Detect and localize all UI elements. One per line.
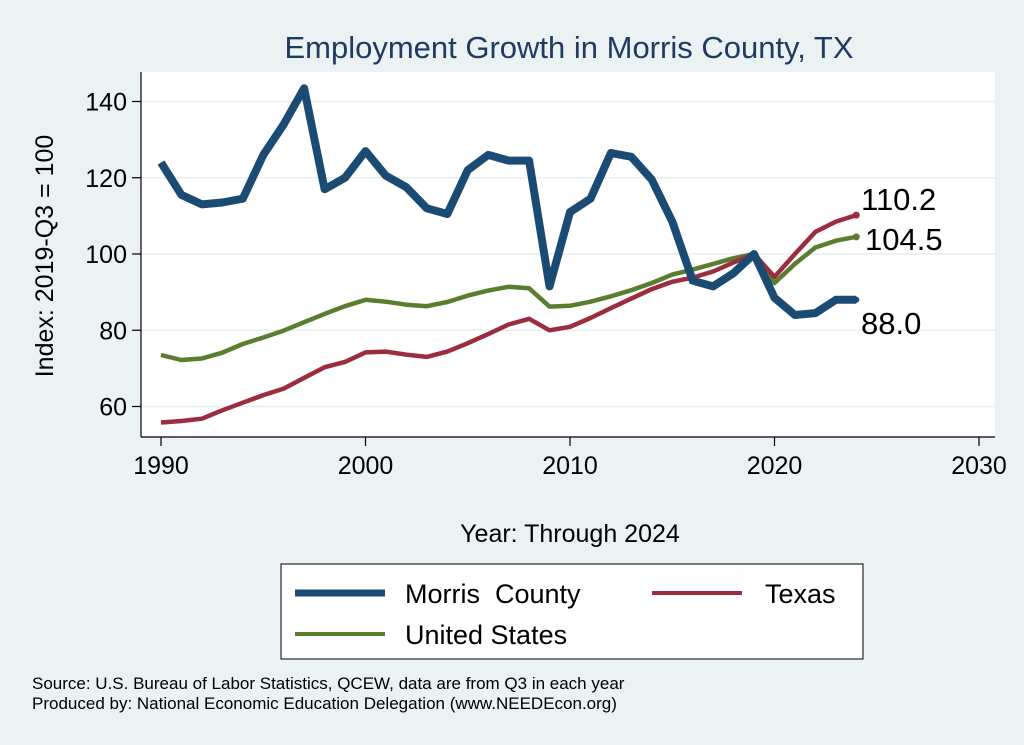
series-line-united-states: [160, 234, 857, 363]
end-label-morris-county: 88.0: [861, 306, 921, 341]
y-tick-label-80: 80: [99, 317, 127, 345]
series-line-texas: [160, 212, 857, 425]
x-axis-ticks: 1990 2000 2010 2020 2030: [133, 437, 1007, 480]
legend-label-united-states: United States: [405, 620, 567, 650]
series-lines: [157, 84, 860, 425]
produced-by-line: Produced by: National Economic Education…: [32, 694, 617, 713]
y-tick-label-140: 140: [85, 89, 127, 117]
y-tick-label-100: 100: [85, 241, 127, 269]
x-tick-label-1990: 1990: [133, 452, 189, 480]
series-end-point-united-states: [852, 233, 860, 241]
legend-box: [280, 563, 864, 660]
source-line: Source: U.S. Bureau of Labor Statistics,…: [32, 674, 625, 693]
x-axis-title: Year: Through 2024: [460, 520, 680, 548]
legend-label-morris-county: Morris County: [405, 579, 581, 609]
x-tick-label-2000: 2000: [338, 452, 394, 480]
x-tick-label-2020: 2020: [747, 452, 803, 480]
end-label-texas: 110.2: [861, 182, 936, 217]
legend: Morris County Texas United States: [280, 563, 864, 660]
y-tick-label-120: 120: [85, 165, 127, 193]
series-end-point-texas: [852, 211, 860, 219]
end-labels: 88.0 110.2 104.5: [861, 182, 943, 341]
legend-label-texas: Texas: [765, 579, 836, 609]
y-axis-ticks: 60 80 100 120 140: [85, 89, 141, 422]
y-tick-label-60: 60: [99, 394, 127, 422]
x-tick-label-2010: 2010: [542, 452, 598, 480]
series-line-morris-county: [157, 84, 857, 319]
series-end-point-morris-county: [853, 296, 860, 303]
end-label-united-states: 104.5: [865, 222, 943, 257]
gridlines: [141, 100, 995, 408]
x-tick-label-2030: 2030: [951, 452, 1007, 480]
chart-title: Employment Growth in Morris County, TX: [284, 30, 853, 65]
y-axis-title: Index: 2019-Q3 = 100: [31, 135, 59, 378]
